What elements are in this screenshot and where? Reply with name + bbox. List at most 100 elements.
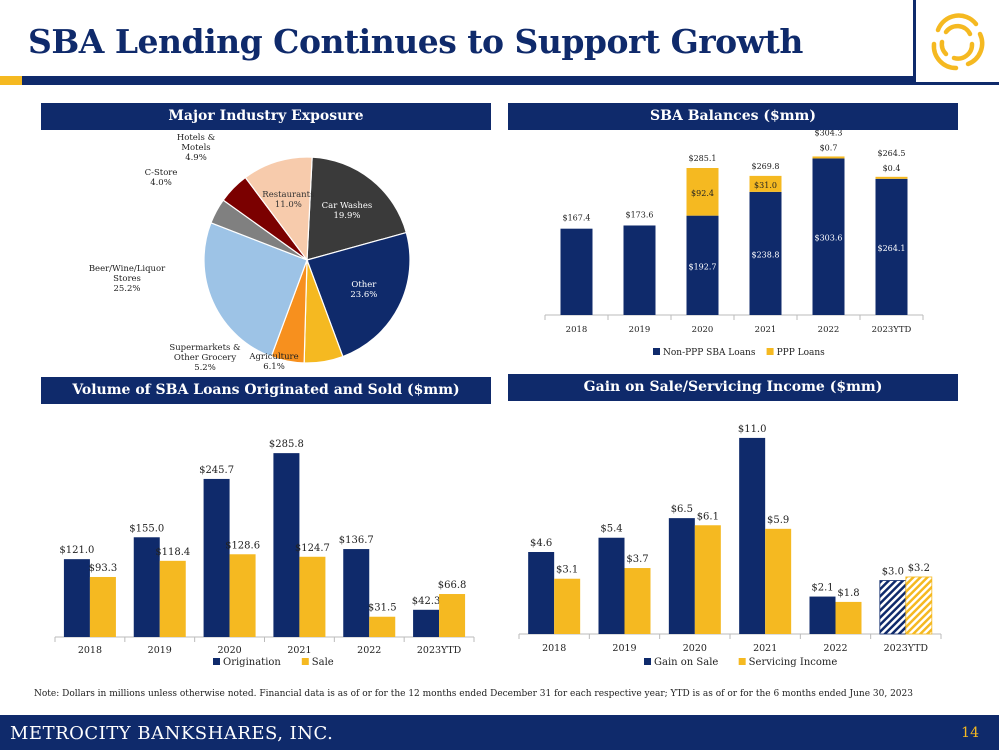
bar-value-label: $124.7 bbox=[295, 543, 330, 554]
bar-gain-on-sale bbox=[739, 437, 766, 634]
bar-servicing-income bbox=[624, 568, 651, 634]
bar-value-label: $6.5 bbox=[671, 504, 693, 515]
gain-section-header: Gain on Sale/Servicing Income ($mm) bbox=[508, 374, 958, 401]
industry-pie-chart: Car Washes 19.9% Other 23.6% Restaurants 11.0… bbox=[89, 133, 411, 373]
bar-value-label: $31.0 bbox=[754, 181, 777, 190]
bar-ppp-loans bbox=[749, 175, 782, 192]
sba-volume-chart: 2018 $121.0 $93.3 2019 $155.0 $118.4 2020 $245.… bbox=[54, 439, 475, 668]
bar-value-label: $11.0 bbox=[738, 424, 767, 435]
bar-value-label: $1.8 bbox=[837, 588, 859, 599]
x-tick-label: 2023YTD bbox=[417, 645, 462, 656]
industry-section-header: Major Industry Exposure bbox=[41, 103, 491, 130]
bar-ppp-loans bbox=[812, 156, 845, 159]
x-tick-label: 2023YTD bbox=[884, 643, 929, 654]
bar-gain-on-sale bbox=[528, 552, 555, 634]
bar-sale bbox=[369, 616, 396, 637]
bar-value-label: $238.8 bbox=[752, 250, 780, 259]
bar-servicing-income bbox=[765, 528, 792, 634]
bar-value-label: $3.1 bbox=[556, 565, 578, 576]
legend-label: Gain on Sale bbox=[654, 657, 718, 668]
x-tick-label: 2019 bbox=[148, 645, 172, 656]
legend-swatch bbox=[213, 658, 220, 665]
pie-slice-beer-wine-liquor-stores bbox=[203, 222, 308, 358]
bar-value-label: $0.7 bbox=[820, 143, 838, 152]
bar-origination bbox=[343, 549, 370, 637]
bar-value-label: $136.7 bbox=[339, 535, 374, 546]
x-tick-label: 2019 bbox=[612, 643, 636, 654]
page-title: SBA Lending Continues to Support Growth bbox=[28, 22, 803, 61]
bar-value-label: $3.2 bbox=[908, 563, 930, 574]
bar-value-label: $4.6 bbox=[530, 538, 552, 549]
page-number: 14 bbox=[961, 725, 979, 741]
bar-value-label: $6.1 bbox=[697, 511, 719, 522]
bar-value-label: $167.4 bbox=[563, 214, 591, 223]
legend-label: Servicing Income bbox=[749, 657, 838, 668]
header-bar-accent bbox=[0, 76, 22, 85]
gain-servicing-chart: 2018 $4.6 $3.1 2019 $5.4 $3.7 2020 $6.5 $6.1 2021… bbox=[518, 424, 942, 668]
pie-slice-car-washes bbox=[306, 156, 408, 261]
bar-servicing-income bbox=[694, 525, 721, 634]
bar-total-label: $304.3 bbox=[815, 130, 843, 137]
bar-non-ppp-sba-loans bbox=[749, 191, 782, 315]
bar-sale bbox=[299, 556, 326, 637]
bar-gain-on-sale bbox=[668, 518, 695, 634]
pie-slice-restaurants bbox=[244, 156, 313, 262]
bar-origination bbox=[63, 559, 90, 637]
bar-value-label: $42.3 bbox=[412, 596, 441, 607]
x-tick-label: 2021 bbox=[753, 643, 777, 654]
legend-swatch bbox=[301, 658, 309, 665]
legend-swatch bbox=[738, 658, 746, 665]
bar-value-label: $66.8 bbox=[438, 580, 467, 591]
bar-origination bbox=[133, 537, 160, 637]
footnote: Note: Dollars in millions unless otherwi… bbox=[34, 689, 913, 699]
legend-swatch bbox=[653, 348, 660, 355]
bar-total-label: $269.8 bbox=[752, 162, 780, 171]
bar-value-label: $3.0 bbox=[882, 567, 904, 578]
bar-non-ppp-sba-loans bbox=[623, 225, 656, 315]
x-tick-label: 2018 bbox=[566, 325, 588, 335]
bar-gain-on-sale bbox=[809, 596, 836, 634]
pie-label-supermarkets: Supermarkets & Other Grocery 5.2% bbox=[169, 343, 241, 373]
legend-label: Sale bbox=[312, 657, 334, 668]
bar-value-label: $285.8 bbox=[269, 439, 304, 450]
logo-swirl-icon bbox=[931, 13, 985, 71]
bar-sale bbox=[89, 576, 116, 637]
legend-label: Origination bbox=[223, 657, 281, 668]
bar-value-label: $121.0 bbox=[59, 545, 94, 556]
pie-inner-label: Restaurants 11.0% bbox=[262, 190, 314, 210]
x-tick-label: 2021 bbox=[755, 325, 777, 335]
bar-value-label: $5.4 bbox=[600, 524, 622, 535]
x-tick-label: 2019 bbox=[629, 325, 651, 335]
bar-value-label: $173.6 bbox=[626, 210, 654, 219]
bar-sale bbox=[159, 560, 186, 637]
pie-label-agriculture: Agriculture 6.1% bbox=[248, 352, 298, 372]
bar-gain-on-sale bbox=[598, 537, 625, 634]
pie-inner-label: Car Washes 19.9% bbox=[322, 201, 373, 221]
volume-section-header: Volume of SBA Loans Originated and Sold … bbox=[41, 377, 491, 404]
bar-value-label: $155.0 bbox=[129, 523, 164, 534]
x-tick-label: 2018 bbox=[542, 643, 566, 654]
bar-origination bbox=[413, 609, 440, 637]
legend-swatch bbox=[644, 658, 651, 665]
pie-slice-other bbox=[306, 231, 411, 358]
bar-value-label: $3.7 bbox=[626, 554, 648, 565]
bar-non-ppp-sba-loans bbox=[560, 228, 593, 315]
bar-value-label: $128.6 bbox=[225, 540, 260, 551]
bar-origination bbox=[273, 453, 300, 637]
bar-gain-on-sale bbox=[879, 580, 907, 635]
bar-servicing-income bbox=[554, 578, 581, 634]
pie-label-cstore: C-Store 4.0% bbox=[145, 168, 178, 188]
footer-bar: METROCITY BANKSHARES, INC. 14 bbox=[0, 715, 999, 750]
bar-value-label: $303.6 bbox=[815, 234, 843, 243]
bar-non-ppp-sba-loans bbox=[875, 178, 908, 315]
bar-sale bbox=[229, 554, 256, 637]
bar-value-label: $2.1 bbox=[811, 583, 833, 594]
x-tick-label: 2022 bbox=[823, 643, 847, 654]
company-logo bbox=[913, 0, 999, 85]
bar-origination bbox=[203, 478, 230, 637]
legend-swatch bbox=[766, 348, 774, 355]
bar-value-label: $264.1 bbox=[878, 244, 906, 253]
x-tick-label: 2020 bbox=[217, 645, 241, 656]
bar-value-label: $118.4 bbox=[155, 547, 190, 558]
pie-label-beer: Beer/Wine/Liquor Stores 25.2% bbox=[89, 264, 166, 294]
